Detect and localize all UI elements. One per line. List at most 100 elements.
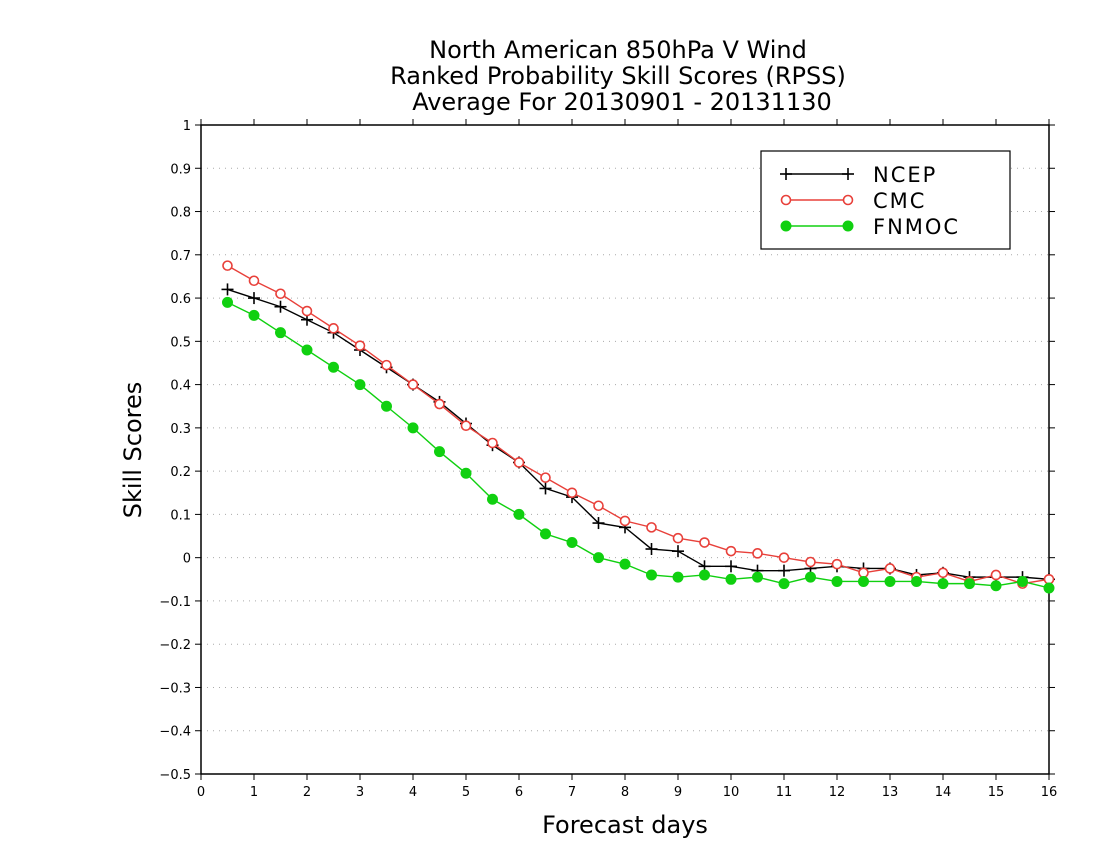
data-point-fnmoc — [248, 309, 260, 321]
data-point-cmc — [990, 569, 1002, 581]
data-point-cmc — [884, 563, 896, 574]
y-tick-label: −0.4 — [159, 725, 191, 740]
x-tick-label: 11 — [776, 785, 793, 800]
data-point-ncep — [645, 543, 658, 556]
axis-ticks: −0.5 −0.4 −0.3 −0.2 −0.1 0 0.1 0.2 0.3 0.4 0.5 0.6 0… — [159, 119, 1057, 800]
legend-label: NCEP — [873, 163, 937, 187]
grid-lines — [201, 167, 1049, 732]
data-point-fnmoc — [1017, 575, 1028, 587]
data-point-cmc — [858, 567, 869, 579]
data-point-cmc — [566, 487, 578, 499]
data-point-cmc — [354, 340, 366, 351]
data-point-fnmoc — [222, 296, 233, 308]
data-point-cmc — [513, 457, 525, 468]
data-point-cmc — [619, 515, 631, 527]
title-line-2: Ranked Probability Skill Scores (RPSS) — [390, 62, 846, 90]
x-tick-label: 7 — [568, 785, 576, 800]
chart-title: North American 850hPa V Wind Ranked Prob… — [390, 36, 846, 116]
x-tick-label: 13 — [882, 785, 899, 800]
series-ncep — [221, 283, 1055, 586]
y-tick-label: 0.6 — [170, 292, 191, 307]
x-tick-label: 10 — [723, 785, 740, 800]
series-fnmoc — [222, 296, 1055, 594]
title-line-1: North American 850hPa V Wind — [429, 36, 807, 64]
data-point-fnmoc — [964, 578, 975, 590]
data-point-fnmoc — [831, 575, 843, 587]
data-point-fnmoc — [937, 578, 949, 590]
series-layer — [221, 260, 1055, 594]
y-tick-label: −0.2 — [159, 638, 191, 653]
y-tick-label: 1 — [183, 119, 191, 134]
y-tick-label: 0.3 — [170, 422, 191, 437]
data-point-fnmoc — [619, 558, 631, 570]
y-tick-label: 0.8 — [170, 206, 191, 221]
data-point-cmc — [434, 398, 445, 410]
series-line-ncep — [227, 288, 1050, 580]
data-point-fnmoc — [301, 344, 313, 356]
data-point-fnmoc — [434, 446, 445, 458]
data-point-fnmoc — [540, 528, 551, 540]
data-point-fnmoc — [699, 569, 710, 581]
x-tick-label: 15 — [988, 785, 1005, 800]
data-point-fnmoc — [672, 571, 684, 583]
legend-label: FNMOC — [873, 215, 960, 239]
data-point-cmc — [301, 305, 313, 317]
y-tick-label: 0.1 — [170, 508, 191, 523]
data-point-ncep — [221, 283, 234, 296]
title-line-3: Average For 20130901 - 20131130 — [412, 88, 832, 116]
legend-marker — [842, 194, 854, 206]
y-tick-label: 0.7 — [170, 249, 191, 264]
data-point-fnmoc — [884, 575, 896, 587]
y-tick-label: 0.4 — [170, 379, 191, 394]
x-tick-label: 4 — [409, 785, 417, 800]
x-tick-label: 1 — [250, 785, 258, 800]
data-point-ncep — [592, 517, 605, 530]
data-point-cmc — [381, 359, 392, 371]
data-point-fnmoc — [381, 400, 392, 412]
legend-marker — [842, 168, 854, 180]
x-tick-label: 9 — [674, 785, 682, 800]
data-point-fnmoc — [593, 552, 604, 564]
data-point-cmc — [778, 552, 790, 563]
data-point-cmc — [805, 556, 816, 568]
data-point-cmc — [407, 379, 419, 390]
data-point-fnmoc — [460, 467, 472, 479]
legend-label: CMC — [873, 189, 926, 213]
data-point-cmc — [275, 288, 286, 300]
data-point-fnmoc — [513, 508, 525, 520]
data-point-fnmoc — [328, 361, 339, 373]
legend-marker — [842, 220, 854, 232]
data-point-fnmoc — [805, 571, 816, 583]
legend-item-ncep: NCEP — [780, 163, 937, 187]
data-point-fnmoc — [1043, 582, 1055, 594]
x-tick-label: 5 — [462, 785, 470, 800]
y-tick-label: −0.1 — [159, 595, 191, 610]
x-tick-label: 2 — [303, 785, 311, 800]
data-point-cmc — [593, 500, 604, 512]
data-point-ncep — [274, 300, 287, 313]
data-point-fnmoc — [725, 573, 737, 585]
data-point-fnmoc — [752, 571, 763, 583]
data-point-fnmoc — [778, 578, 790, 590]
y-tick-label: 0 — [183, 552, 191, 567]
data-point-ncep — [778, 564, 790, 577]
data-point-cmc — [699, 537, 710, 548]
y-tick-label: −0.3 — [159, 681, 191, 696]
x-tick-label: 16 — [1041, 785, 1058, 800]
data-point-cmc — [725, 545, 737, 557]
series-cmc — [222, 260, 1055, 589]
data-point-ncep — [539, 482, 552, 495]
x-tick-label: 12 — [829, 785, 846, 800]
data-point-ncep — [248, 292, 260, 305]
data-point-fnmoc — [646, 569, 657, 581]
x-tick-label: 6 — [515, 785, 523, 800]
data-point-cmc — [672, 532, 684, 544]
y-tick-label: 0.2 — [170, 465, 191, 480]
x-tick-label: 0 — [197, 785, 205, 800]
y-axis-title: Skill Scores — [119, 382, 147, 519]
y-tick-label: 0.9 — [170, 162, 191, 177]
data-point-cmc — [646, 522, 657, 533]
data-point-cmc — [752, 548, 763, 559]
data-point-cmc — [1043, 573, 1055, 585]
